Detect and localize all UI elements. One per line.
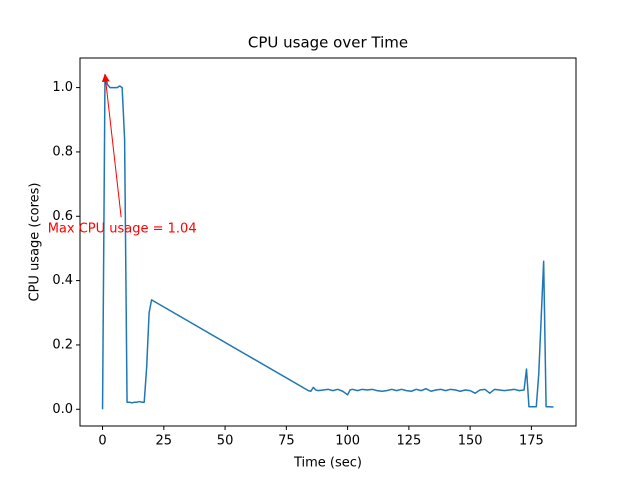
x-tick-label: 150 bbox=[458, 434, 483, 449]
x-tick-label: 0 bbox=[98, 434, 106, 449]
y-tick-label: 0.2 bbox=[52, 337, 73, 352]
chart-title: CPU usage over Time bbox=[248, 34, 408, 52]
x-tick-label: 75 bbox=[278, 434, 295, 449]
annotation-arrow bbox=[101, 73, 122, 218]
line bbox=[101, 73, 554, 410]
y-tick-label: 1.0 bbox=[52, 80, 73, 95]
x-tick-label: 25 bbox=[156, 434, 173, 449]
x-tick-label: 100 bbox=[335, 434, 360, 449]
y-tick-label: 0.8 bbox=[52, 144, 73, 159]
y-axis-label: CPU usage (cores) bbox=[28, 183, 43, 302]
x-tick-label: 125 bbox=[396, 434, 421, 449]
plot-frame bbox=[79, 57, 577, 427]
y-tick-label: 0.0 bbox=[52, 402, 73, 417]
y-tick-label: 0.4 bbox=[52, 273, 73, 288]
x-tick-label: 50 bbox=[217, 434, 234, 449]
x-tick-label: 175 bbox=[519, 434, 544, 449]
y-tick-label: 0.6 bbox=[52, 209, 73, 224]
x-axis-label: Time (sec) bbox=[293, 456, 362, 471]
annotation-text: Max CPU usage = 1.04 bbox=[48, 222, 197, 237]
